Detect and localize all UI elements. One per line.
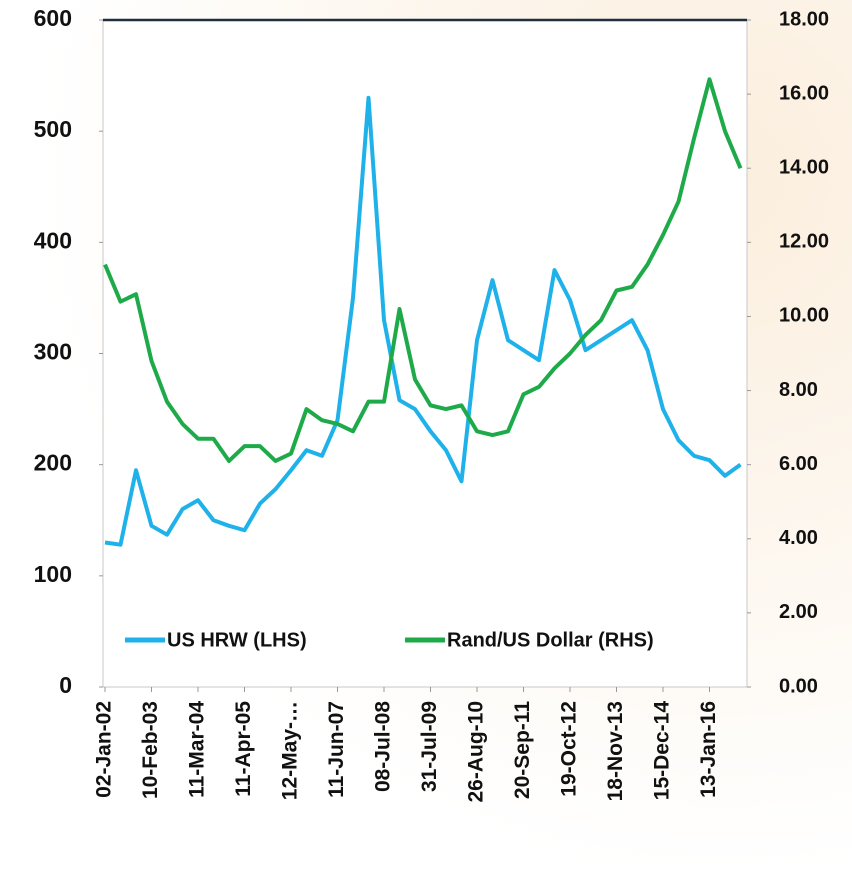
y-tick-label: 600 — [34, 5, 72, 31]
y-tick-label: 300 — [34, 339, 72, 365]
y-tick-label: 400 — [34, 227, 72, 253]
y2-tick-label: 0.00 — [779, 675, 818, 697]
series-line — [103, 77, 743, 463]
x-tick-label: 20-Sep-11 — [511, 701, 534, 799]
y2-tick-label: 2.00 — [779, 601, 818, 623]
y2-tick-label: 6.00 — [779, 453, 818, 475]
x-tick-label: 13-Jan-16 — [697, 701, 720, 798]
x-tick-label: 19-Oct-12 — [558, 701, 581, 797]
y-tick-label: 200 — [34, 450, 72, 476]
x-tick-label: 11-Apr-05 — [232, 701, 255, 797]
y2-tick-label: 8.00 — [779, 379, 818, 401]
legend-label: Rand/US Dollar (RHS) — [447, 629, 654, 651]
y2-tick-label: 14.00 — [779, 157, 829, 179]
x-tick-label: 15-Dec-14 — [651, 701, 674, 801]
x-tick-label: 31-Jul-09 — [418, 701, 441, 792]
x-tick-label: 08-Jul-08 — [372, 701, 395, 792]
x-tick-label: 26-Aug-10 — [465, 701, 488, 803]
x-tick-label: 12-May-… — [279, 701, 302, 800]
x-tick-label: 02-Jan-02 — [93, 701, 116, 798]
x-tick-label: 11-Mar-04 — [186, 701, 209, 798]
y-tick-label: 0 — [59, 672, 72, 698]
y2-tick-label: 10.00 — [779, 305, 829, 327]
y2-tick-label: 16.00 — [779, 82, 829, 104]
plot-area — [102, 19, 748, 688]
y-tick-label: 100 — [34, 561, 72, 587]
y2-tick-label: 18.00 — [779, 8, 829, 30]
y-tick-label: 500 — [34, 116, 72, 142]
legend-label: US HRW (LHS) — [167, 629, 307, 651]
y2-tick-label: 4.00 — [779, 527, 818, 549]
series-line — [104, 95, 742, 547]
x-tick-label: 18-Nov-13 — [604, 701, 627, 801]
x-tick-label: 11-Jun-07 — [325, 701, 348, 798]
x-tick-label: 10-Feb-03 — [139, 701, 162, 799]
y2-tick-label: 12.00 — [779, 231, 829, 253]
